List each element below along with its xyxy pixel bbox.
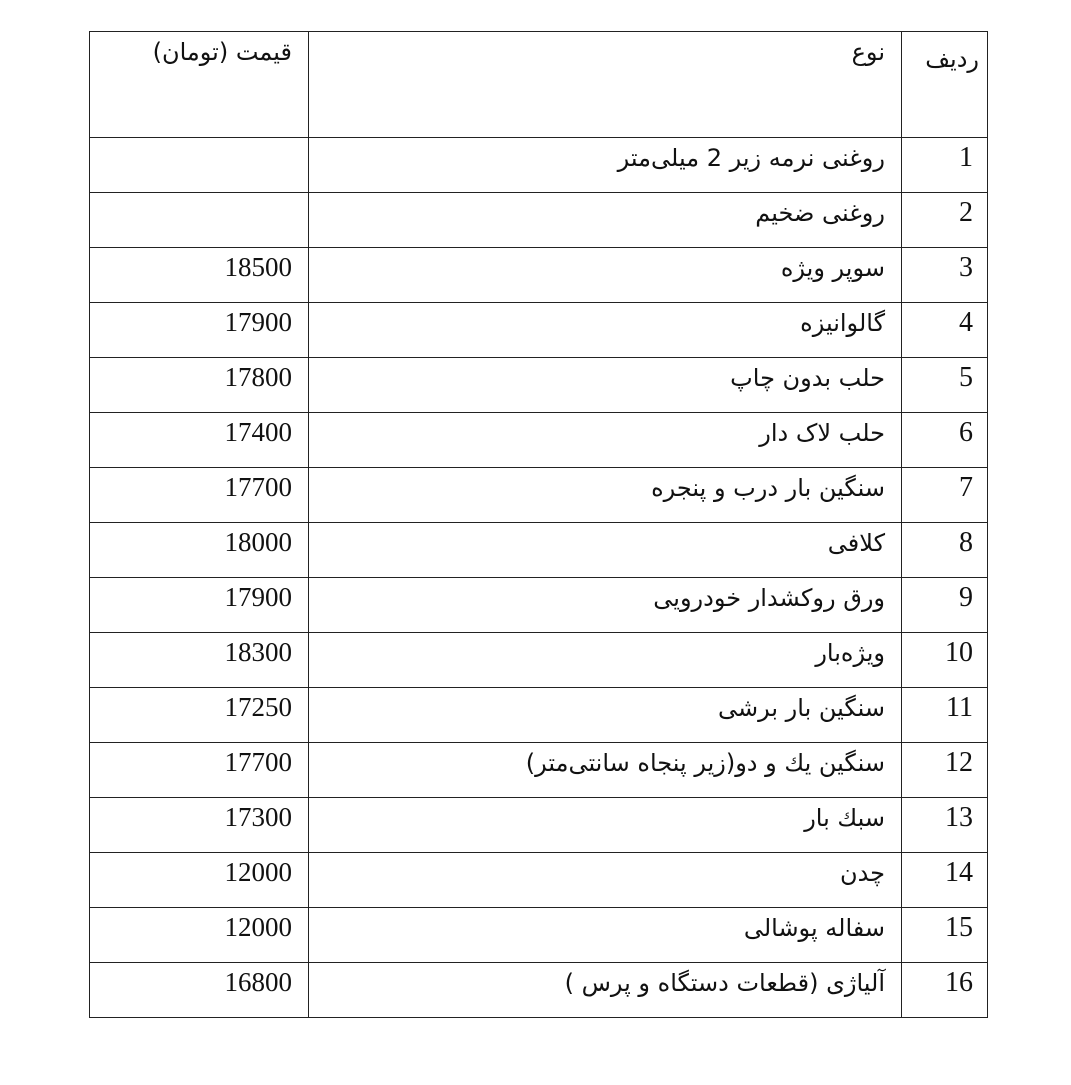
header-price: قیمت (تومان) (89, 31, 309, 138)
price-cell: 17700 (89, 467, 309, 523)
type-cell: روغنی ضخیم (308, 192, 902, 248)
price-table: ردیف نوع قیمت (تومان) 1 روغنی نرمه زیر 2 … (89, 31, 988, 1018)
type-cell: سفاله پوشالی (308, 907, 902, 963)
type-cell: ویژه‌بار (308, 632, 902, 688)
price-cell (89, 137, 309, 193)
row-number-cell: 7 (901, 467, 988, 523)
row-number-cell: 6 (901, 412, 988, 468)
row-number-cell: 9 (901, 577, 988, 633)
row-number-cell: 3 (901, 247, 988, 303)
table-row: 2 روغنی ضخیم (89, 192, 988, 248)
type-cell: ورق روکشدار خودرویی (308, 577, 902, 633)
row-number-cell: 12 (901, 742, 988, 798)
type-cell: سنگین يك و دو(زیر پنجاه سانتی‌متر) (308, 742, 902, 798)
type-cell: گالوانیزه (308, 302, 902, 358)
price-cell: 17900 (89, 302, 309, 358)
row-number-cell: 2 (901, 192, 988, 248)
row-number-cell: 8 (901, 522, 988, 578)
price-cell: 17400 (89, 412, 309, 468)
table-row: 12 سنگین يك و دو(زیر پنجاه سانتی‌متر) 1770… (89, 742, 988, 798)
table-row: 8 کلافی 18000 (89, 522, 988, 578)
price-cell: 16800 (89, 962, 309, 1018)
table-row: 1 روغنی نرمه زیر 2 میلی‌متر (89, 137, 988, 193)
header-type: نوع (308, 31, 902, 138)
table-row: 14 چدن 12000 (89, 852, 988, 908)
table-row: 15 سفاله پوشالی 12000 (89, 907, 988, 963)
type-cell: حلب بدون چاپ (308, 357, 902, 413)
type-cell: آلیاژی (قطعات دستگاه و پرس ) (308, 962, 902, 1018)
price-cell: 17300 (89, 797, 309, 853)
row-number-cell: 5 (901, 357, 988, 413)
price-cell: 18000 (89, 522, 309, 578)
type-cell: روغنی نرمه زیر 2 میلی‌متر (308, 137, 902, 193)
table-row: 10 ویژه‌بار 18300 (89, 632, 988, 688)
table-row: 11 سنگین بار برشی 17250 (89, 687, 988, 743)
table-row: 9 ورق روکشدار خودرویی 17900 (89, 577, 988, 633)
table-row: 4 گالوانیزه 17900 (89, 302, 988, 358)
price-cell: 18500 (89, 247, 309, 303)
type-cell: سنگین بار درب و پنجره (308, 467, 902, 523)
table-row: 6 حلب لاک دار 17400 (89, 412, 988, 468)
price-cell: 17900 (89, 577, 309, 633)
row-number-cell: 16 (901, 962, 988, 1018)
price-cell: 12000 (89, 852, 309, 908)
row-number-cell: 13 (901, 797, 988, 853)
type-cell: چدن (308, 852, 902, 908)
type-cell: کلافی (308, 522, 902, 578)
row-number-cell: 14 (901, 852, 988, 908)
table-row: 3 سوپر ویژه 18500 (89, 247, 988, 303)
table-row: 5 حلب بدون چاپ 17800 (89, 357, 988, 413)
row-number-cell: 11 (901, 687, 988, 743)
price-cell: 17250 (89, 687, 309, 743)
header-row-number: ردیف (901, 31, 988, 138)
price-cell (89, 192, 309, 248)
table-row: 13 سبك بار 17300 (89, 797, 988, 853)
price-cell: 12000 (89, 907, 309, 963)
price-cell: 18300 (89, 632, 309, 688)
type-cell: سبك بار (308, 797, 902, 853)
table-header-row: ردیف نوع قیمت (تومان) (89, 31, 988, 138)
price-cell: 17700 (89, 742, 309, 798)
table-row: 16 آلیاژی (قطعات دستگاه و پرس ) 16800 (89, 962, 988, 1018)
row-number-cell: 4 (901, 302, 988, 358)
row-number-cell: 15 (901, 907, 988, 963)
type-cell: سوپر ویژه (308, 247, 902, 303)
price-cell: 17800 (89, 357, 309, 413)
row-number-cell: 10 (901, 632, 988, 688)
row-number-cell: 1 (901, 137, 988, 193)
table-row: 7 سنگین بار درب و پنجره 17700 (89, 467, 988, 523)
type-cell: سنگین بار برشی (308, 687, 902, 743)
type-cell: حلب لاک دار (308, 412, 902, 468)
